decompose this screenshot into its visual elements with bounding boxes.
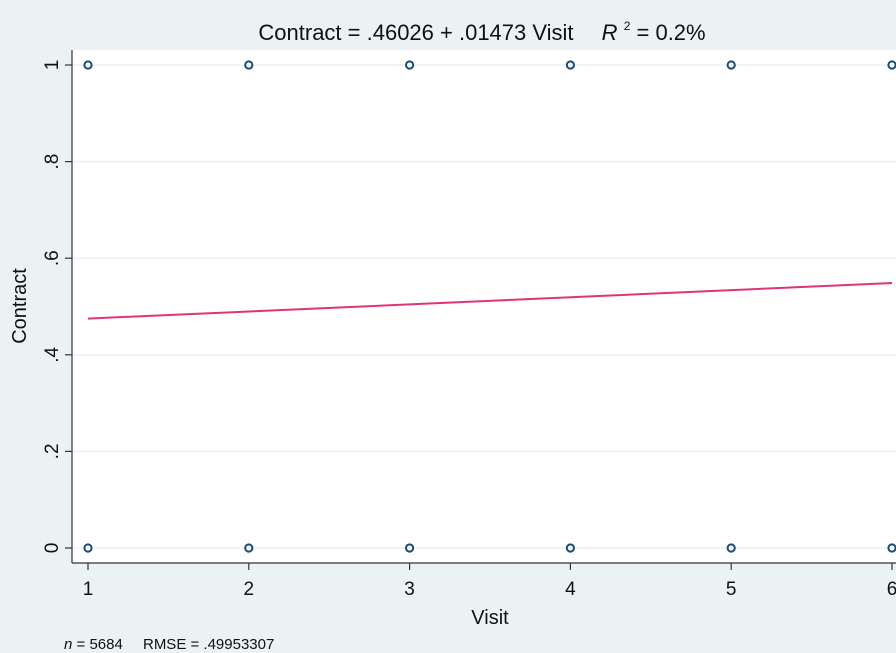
y-tick-label: .6: [42, 250, 63, 266]
title-r-value: = 0.2%: [637, 20, 706, 45]
title-equation: Contract = .46026 + .01473 Visit: [258, 20, 573, 45]
x-tick-label: 6: [887, 579, 896, 600]
y-tick-label: .8: [42, 154, 63, 170]
y-tick-label: .2: [42, 443, 63, 459]
y-tick-label: 1: [42, 60, 63, 71]
x-axis-label: Visit: [471, 607, 509, 629]
x-tick-label: 2: [244, 579, 255, 600]
footnote-n-value: = 5684: [77, 636, 123, 653]
y-tick-label: 0: [42, 543, 63, 554]
plot-area: [72, 50, 896, 563]
y-tick-label: .4: [42, 346, 63, 362]
title-r-exponent: 2: [624, 19, 631, 33]
x-tick-label: 3: [404, 579, 415, 600]
y-axis-label: Contract: [9, 268, 31, 344]
footnote-n-symbol: n: [64, 636, 72, 653]
footnote-rmse: RMSE = .49953307: [143, 636, 274, 653]
x-tick-label: 4: [565, 579, 576, 600]
x-tick-label: 5: [726, 579, 737, 600]
footnote: n = 5684 RMSE = .49953307: [64, 636, 274, 653]
title-r-symbol: R: [602, 20, 618, 45]
x-tick-label: 1: [83, 579, 94, 600]
